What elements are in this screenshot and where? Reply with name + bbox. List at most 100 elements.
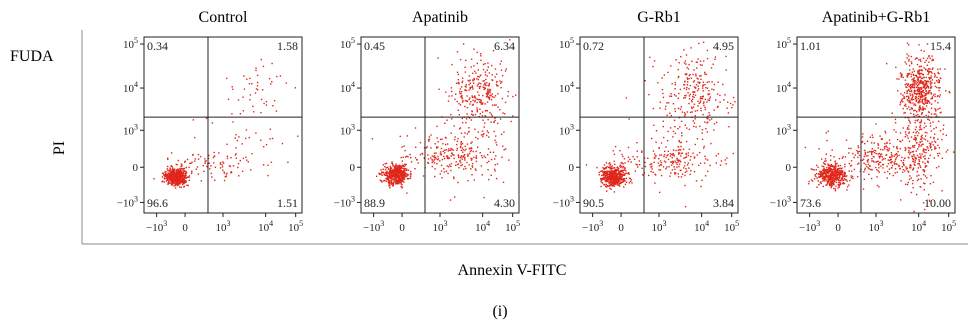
scatter-point xyxy=(906,90,908,92)
scatter-point xyxy=(920,65,923,67)
scatter-point xyxy=(708,112,710,114)
scatter-point xyxy=(724,94,726,96)
scatter-point xyxy=(704,73,706,75)
scatter-point xyxy=(690,77,693,79)
scatter-point xyxy=(460,155,463,157)
scatter-point xyxy=(443,168,445,170)
scatter-point xyxy=(219,167,222,169)
scatter-point xyxy=(912,95,914,97)
scatter-point xyxy=(916,111,918,113)
scatter-point xyxy=(882,158,885,160)
scatter-point xyxy=(685,168,687,170)
scatter-point xyxy=(875,166,877,169)
scatter-point xyxy=(177,159,179,162)
scatter-point xyxy=(713,89,715,91)
scatter-point xyxy=(438,88,440,90)
scatter-point xyxy=(608,174,611,177)
scatter-point xyxy=(466,100,469,102)
scatter-point xyxy=(659,154,661,156)
scatter-point xyxy=(205,160,207,162)
scatter-point xyxy=(174,184,176,186)
scatter-point xyxy=(393,173,396,176)
scatter-point xyxy=(476,101,478,104)
scatter-point xyxy=(387,180,390,182)
scatter-point xyxy=(698,102,700,105)
scatter-point xyxy=(488,91,491,93)
scatter-point xyxy=(613,175,615,177)
scatter-point xyxy=(931,72,933,74)
scatter-point xyxy=(480,100,482,102)
scatter-point xyxy=(925,92,928,94)
scatter-point xyxy=(484,83,487,86)
scatter-point xyxy=(908,89,910,91)
scatter-point xyxy=(610,173,612,175)
scatter-point xyxy=(401,187,404,189)
scatter-point xyxy=(437,155,439,158)
scatter-point xyxy=(904,103,907,105)
scatter-point xyxy=(652,150,655,152)
scatter-point xyxy=(906,53,908,55)
scatter-point xyxy=(920,60,922,62)
scatter-point xyxy=(909,69,911,71)
scatter-point xyxy=(919,166,922,168)
scatter-point xyxy=(480,59,482,61)
scatter-point xyxy=(171,181,174,183)
scatter-point xyxy=(171,172,174,174)
scatter-point xyxy=(660,162,663,164)
scatter-point xyxy=(659,101,661,103)
scatter-point xyxy=(238,175,240,177)
scatter-point xyxy=(829,165,832,167)
scatter-point xyxy=(485,78,487,81)
scatter-point xyxy=(850,160,853,162)
scatter-point xyxy=(184,161,186,163)
scatter-point xyxy=(871,158,873,160)
scatter-point xyxy=(815,173,818,175)
scatter-point xyxy=(465,148,467,150)
scatter-point xyxy=(453,125,455,127)
scatter-point xyxy=(487,88,489,90)
scatter-point xyxy=(627,160,629,163)
scatter-point xyxy=(919,105,921,107)
scatter-point xyxy=(934,74,936,76)
scatter-point xyxy=(409,174,412,176)
scatter-point xyxy=(476,51,478,54)
scatter-point xyxy=(225,176,227,178)
scatter-point xyxy=(474,101,476,103)
scatter-point xyxy=(487,90,489,92)
scatter-point xyxy=(499,63,501,65)
scatter-point xyxy=(911,98,913,100)
scatter-point xyxy=(661,77,663,79)
scatter-point xyxy=(617,171,620,174)
scatter-point xyxy=(677,107,680,110)
scatter-point xyxy=(840,173,843,176)
scatter-point xyxy=(395,179,397,181)
scatter-point xyxy=(932,67,934,69)
scatter-point xyxy=(161,172,164,174)
scatter-point xyxy=(252,105,254,108)
scatter-point xyxy=(921,80,923,83)
scatter-point xyxy=(427,162,430,165)
scatter-point xyxy=(918,132,920,134)
scatter-point xyxy=(674,168,676,170)
scatter-point xyxy=(683,62,686,64)
scatter-point xyxy=(924,108,926,110)
scatter-point xyxy=(918,89,921,92)
scatter-point xyxy=(706,49,709,52)
scatter-point xyxy=(902,162,904,164)
scatter-point xyxy=(719,94,721,97)
scatter-point xyxy=(936,86,938,89)
scatter-point xyxy=(173,171,175,173)
scatter-point xyxy=(177,180,179,182)
scatter-point xyxy=(477,131,479,133)
scatter-point xyxy=(918,146,920,148)
scatter-point xyxy=(614,145,617,148)
scatter-point xyxy=(184,181,186,183)
scatter-point xyxy=(605,172,607,175)
scatter-point xyxy=(864,152,867,154)
scatter-point xyxy=(830,173,832,175)
x-tick-label: 104 xyxy=(258,219,273,234)
scatter-point xyxy=(842,181,844,184)
scatter-point xyxy=(820,175,822,178)
scatter-point xyxy=(827,181,829,184)
